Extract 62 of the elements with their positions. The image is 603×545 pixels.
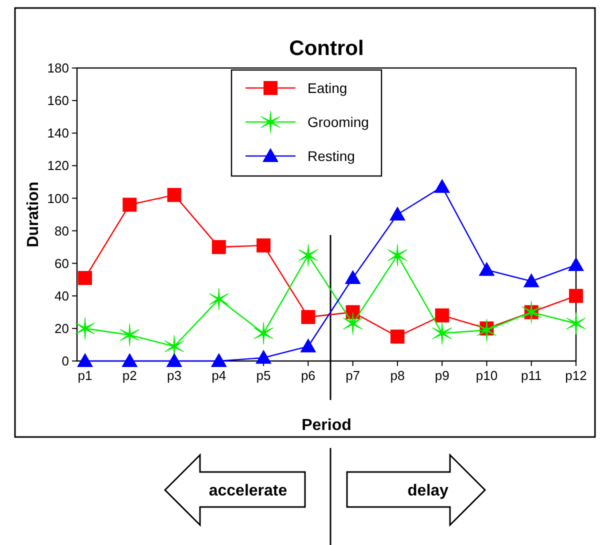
point xyxy=(568,256,584,271)
point xyxy=(75,317,95,340)
point xyxy=(523,273,540,288)
x-tick-label: p1 xyxy=(78,368,92,383)
y-tick-label: 120 xyxy=(47,158,69,174)
y-tick-label: 40 xyxy=(54,288,69,304)
x-tick-label: p12 xyxy=(565,368,587,383)
point xyxy=(167,188,182,202)
legend-label: Grooming xyxy=(308,114,369,130)
point xyxy=(342,312,363,335)
x-tick-label: p9 xyxy=(434,368,450,383)
x-axis-title: Period xyxy=(302,417,352,434)
x-tick-label: p6 xyxy=(300,368,316,383)
point xyxy=(210,353,227,367)
point xyxy=(254,322,274,345)
point xyxy=(432,322,452,345)
y-axis-title: Duration xyxy=(25,182,42,248)
y-tick-label: 0 xyxy=(62,354,69,369)
point xyxy=(478,262,495,276)
point xyxy=(256,238,271,252)
point xyxy=(77,353,93,367)
x-tick-label: p11 xyxy=(520,368,542,383)
x-tick-label: p3 xyxy=(167,368,182,383)
point xyxy=(434,178,450,193)
y-tick-label: 160 xyxy=(47,93,69,108)
point xyxy=(569,288,583,303)
x-tick-label: p7 xyxy=(346,368,360,383)
point xyxy=(300,338,316,352)
y-tick-label: 80 xyxy=(54,223,69,238)
point xyxy=(476,318,497,342)
point xyxy=(78,270,92,285)
point xyxy=(389,206,406,220)
point xyxy=(212,240,226,254)
point xyxy=(122,353,138,367)
x-tick-label: p10 xyxy=(476,368,498,383)
point xyxy=(388,244,408,266)
x-tick-label: p8 xyxy=(390,368,405,383)
point xyxy=(120,324,140,346)
legend-label: Eating xyxy=(308,80,348,96)
point xyxy=(344,270,361,284)
point xyxy=(301,310,316,324)
point xyxy=(298,244,318,266)
x-tick-label: p5 xyxy=(256,368,271,383)
y-tick-label: 20 xyxy=(54,320,69,336)
y-tick-label: 140 xyxy=(47,126,69,141)
point xyxy=(435,308,450,322)
point xyxy=(522,300,542,324)
point xyxy=(390,330,404,344)
point xyxy=(566,312,586,335)
legend-label: Resting xyxy=(308,148,355,164)
text: delay xyxy=(408,482,449,500)
point xyxy=(209,288,229,310)
y-tick-label: 180 xyxy=(47,60,69,76)
y-tick-label: 60 xyxy=(54,256,69,271)
y-tick-label: 100 xyxy=(47,190,69,206)
x-tick-label: p2 xyxy=(122,368,137,383)
x-tick-label: p4 xyxy=(212,368,226,383)
point xyxy=(166,353,182,367)
point xyxy=(122,198,137,212)
text: accelerate xyxy=(208,482,288,500)
point xyxy=(256,350,272,364)
chart-title: Control xyxy=(289,37,364,60)
